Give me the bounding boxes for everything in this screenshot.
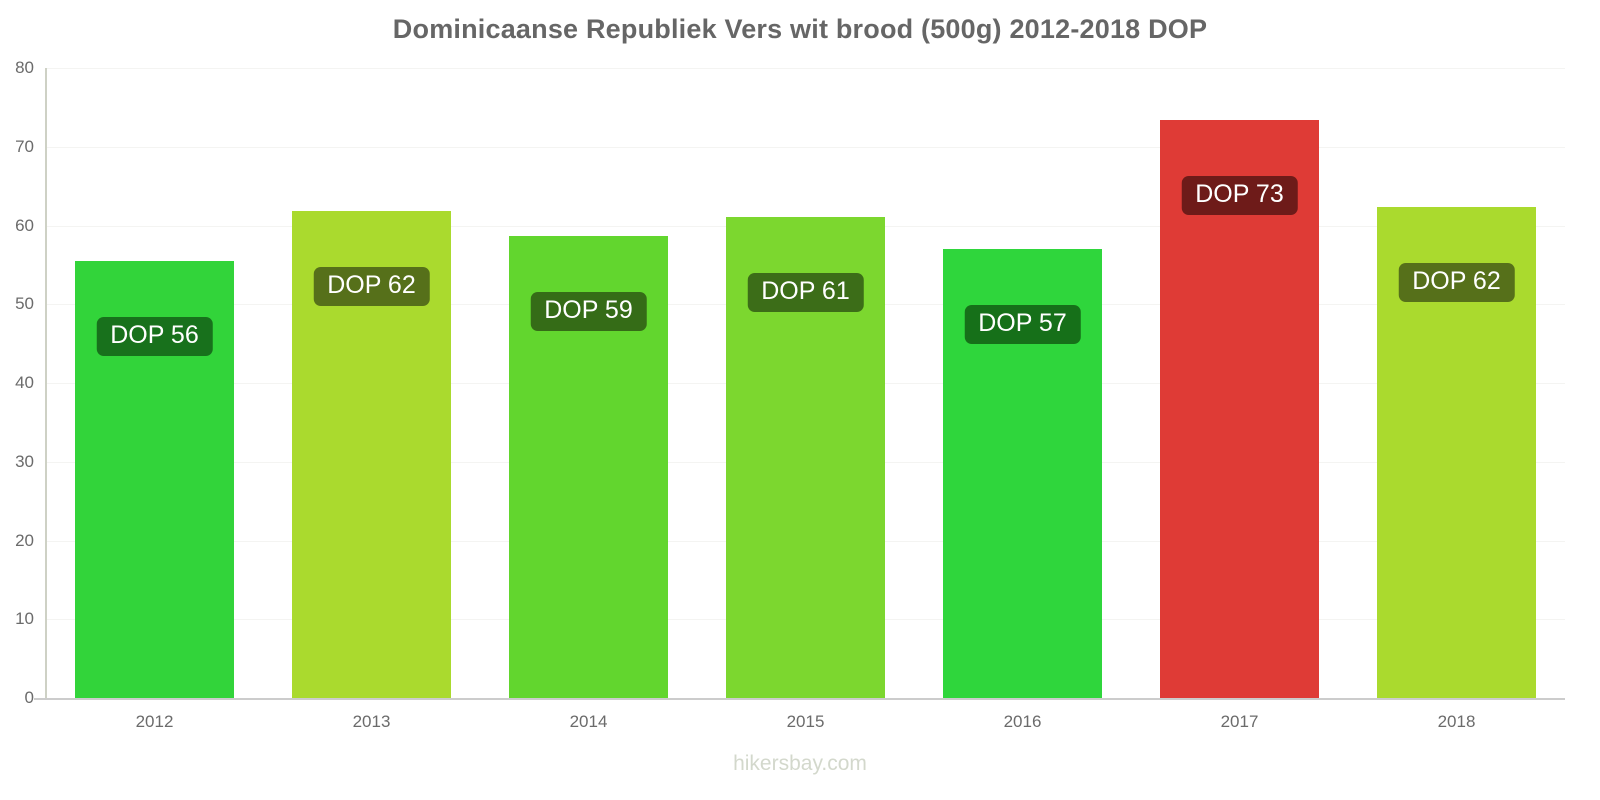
y-tick-label: 20 xyxy=(15,530,34,550)
bar-value-label: DOP 62 xyxy=(313,266,430,306)
x-tick-label: 2014 xyxy=(569,712,608,731)
bar-2012[interactable]: DOP 56 xyxy=(75,260,234,698)
y-tick-label: 80 xyxy=(15,58,34,77)
bar-2014[interactable]: DOP 59 xyxy=(509,235,668,698)
gridline xyxy=(46,68,1565,69)
y-tick-label: 70 xyxy=(15,136,34,156)
x-tick-label: 2013 xyxy=(352,712,391,731)
bar-value-label: DOP 61 xyxy=(747,272,864,312)
gridline xyxy=(46,146,1565,148)
footer-credit: hikersbay.com xyxy=(733,752,867,775)
plot-area: DOP 56 DOP 62 DOP 59 DOP 61 DOP 57 DOP 73 DOP … xyxy=(46,68,1565,698)
bar-2013[interactable]: DOP 62 xyxy=(292,210,451,698)
y-axis-line xyxy=(45,68,47,699)
x-axis-line xyxy=(46,698,1565,700)
x-tick-label: 2015 xyxy=(786,712,825,731)
bar-value-label: DOP 57 xyxy=(964,305,1081,345)
x-tick-label: 2017 xyxy=(1220,712,1259,731)
y-tick-label: 40 xyxy=(15,373,34,392)
y-tick-label: 0 xyxy=(24,688,34,707)
bar-2015[interactable]: DOP 61 xyxy=(726,216,885,698)
bar-2016[interactable]: DOP 57 xyxy=(943,249,1102,698)
bar-value-label: DOP 59 xyxy=(530,291,647,331)
y-tick-label: 60 xyxy=(15,215,34,235)
y-tick-label: 10 xyxy=(15,609,34,629)
x-axis-origin-tick xyxy=(34,698,46,700)
y-tick-label: 50 xyxy=(15,294,34,314)
chart-title: Dominicaanse Republiek Vers wit brood (5… xyxy=(392,14,1208,44)
bar-2017[interactable]: DOP 73 xyxy=(1160,119,1319,698)
x-tick-label: 2016 xyxy=(1003,712,1042,731)
x-tick-label: 2012 xyxy=(135,712,174,731)
y-tick-label: 30 xyxy=(15,451,34,471)
bar-value-label: DOP 62 xyxy=(1398,263,1515,303)
bar-2018[interactable]: DOP 62 xyxy=(1377,207,1536,698)
bar-value-label: DOP 56 xyxy=(96,316,213,356)
bar-value-label: DOP 73 xyxy=(1181,175,1298,215)
x-tick-label: 2018 xyxy=(1437,712,1476,731)
